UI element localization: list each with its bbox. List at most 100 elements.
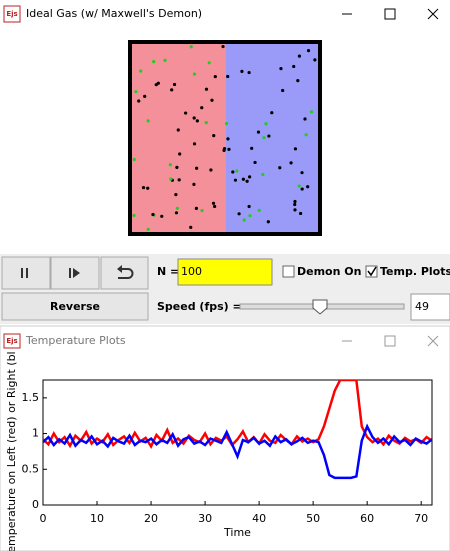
particle (207, 61, 211, 65)
particle (253, 160, 257, 165)
plot-app-icon (3, 333, 21, 349)
y-tick-label: 1.5 (22, 391, 40, 404)
particles (132, 44, 317, 231)
particle (172, 82, 177, 87)
particle (212, 134, 216, 138)
particle (256, 130, 261, 134)
particle (152, 60, 156, 64)
particle (296, 79, 300, 83)
x-tick-label: 0 (40, 512, 47, 525)
demon-label: Demon On (297, 265, 361, 278)
particle (289, 161, 293, 165)
plot-close-button[interactable] (427, 335, 439, 347)
particle (279, 67, 283, 71)
particle (250, 146, 254, 150)
particle (177, 178, 181, 182)
particle (134, 90, 138, 94)
particle (137, 99, 141, 103)
particle (213, 204, 217, 209)
particle (184, 111, 188, 115)
particle (221, 44, 225, 49)
particle (257, 208, 261, 212)
particle (292, 64, 296, 69)
particle (200, 106, 204, 110)
particle (209, 168, 213, 172)
n-input[interactable] (177, 258, 273, 286)
speed-slider-thumb[interactable] (312, 299, 328, 315)
particle (264, 122, 268, 126)
left-chamber (132, 44, 226, 232)
particle (169, 177, 173, 181)
speed-label: Speed (fps) = (157, 300, 242, 313)
particle (143, 94, 147, 98)
particle (192, 142, 197, 146)
particle (192, 72, 197, 76)
x-axis-label: Time (223, 526, 251, 539)
reverse-button[interactable] (1, 292, 149, 321)
particle (170, 88, 174, 92)
series-line (43, 423, 432, 480)
particle (178, 152, 182, 156)
maximize-button[interactable] (384, 8, 396, 20)
close-button[interactable] (427, 8, 439, 20)
particle (225, 121, 229, 126)
speed-value: 49 (415, 300, 429, 313)
x-tick-label: 50 (306, 512, 320, 525)
particle (241, 177, 245, 181)
particle (297, 184, 301, 188)
n-value: 100 (181, 265, 202, 278)
particle (306, 49, 311, 53)
particle (195, 166, 199, 170)
checkmark (367, 266, 377, 277)
particle (293, 208, 297, 212)
particle (204, 121, 208, 125)
chart: 0 10 20 30 40 50 60 70 0 0.5 1 1.5 Time Temperature o… (5, 351, 433, 551)
speed-input[interactable] (410, 293, 450, 321)
particle (146, 119, 150, 123)
reset-button[interactable] (100, 256, 149, 290)
particle (154, 83, 158, 87)
x-tick-label: 30 (198, 512, 212, 525)
y-tick-label: 1 (32, 427, 39, 440)
particle (248, 175, 252, 179)
particle (194, 206, 198, 211)
particle (151, 212, 155, 217)
particle (237, 212, 241, 216)
particle (231, 170, 235, 174)
particle (304, 133, 308, 137)
particle (226, 74, 230, 79)
particle (300, 171, 304, 175)
particle (160, 214, 164, 218)
title-bar (0, 0, 450, 30)
demon-checkbox[interactable] (282, 265, 295, 278)
plot-window-title: Temperature Plots (25, 334, 126, 347)
particle (189, 225, 193, 229)
x-tick-label: 60 (360, 512, 374, 525)
particle (261, 172, 265, 177)
particle (175, 206, 179, 210)
particle (222, 148, 226, 153)
particle (192, 182, 196, 186)
particle (174, 193, 178, 197)
particle (306, 185, 310, 189)
y-tick-label: 0.5 (22, 462, 40, 475)
plot-app-icon-text: Ejs (6, 337, 17, 345)
particle (303, 117, 307, 121)
particle (245, 179, 249, 183)
plots-checkbox[interactable] (365, 265, 378, 278)
y-axis-label: Temperature on Left (red) or Right (bl (5, 351, 18, 551)
particle (189, 45, 193, 49)
plots-label: Temp. Plots (380, 265, 450, 278)
particle (132, 157, 136, 162)
plot-maximize-button[interactable] (384, 335, 396, 347)
particle (297, 54, 302, 58)
particle (293, 202, 297, 207)
n-label: N = (157, 265, 179, 278)
particle (146, 227, 150, 231)
particle (300, 187, 304, 191)
particle (141, 185, 146, 190)
particle (210, 98, 214, 102)
particle (204, 87, 209, 91)
pause-icon (21, 268, 28, 278)
